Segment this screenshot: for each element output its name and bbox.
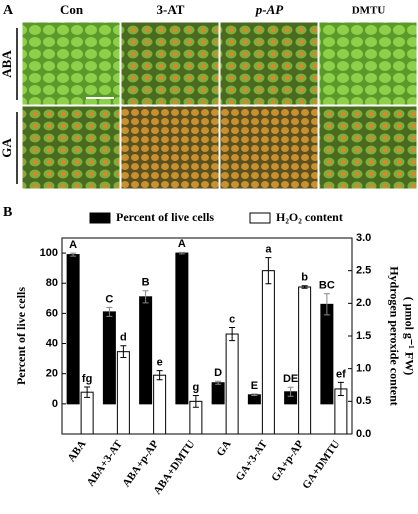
error-bar: [106, 306, 113, 317]
error-bar: [287, 386, 294, 397]
significance-letter: fg: [82, 373, 92, 385]
micrograph: [121, 22, 219, 105]
bar: [211, 382, 225, 405]
significance-letter: E: [251, 380, 258, 392]
bar: [175, 252, 189, 405]
y-tick-label: 40: [46, 337, 58, 349]
significance-letter: BC: [319, 280, 335, 292]
x-tick-label: GA+DMTU: [300, 438, 342, 491]
error-bar: [301, 285, 308, 289]
significance-letter: A: [69, 239, 77, 251]
bar: [66, 254, 80, 405]
micrograph: [22, 106, 120, 189]
bar: [261, 270, 275, 435]
y2-axis-label: Hydrogen peroxide content: [387, 266, 401, 406]
y-tick-label: 60: [46, 307, 58, 319]
legend-swatch: [249, 212, 271, 224]
micrograph: [319, 22, 417, 105]
bar: [225, 333, 239, 435]
significance-letter: d: [120, 332, 127, 344]
micrograph: [319, 106, 417, 189]
significance-letter: DE: [283, 373, 298, 385]
micrograph: [22, 22, 120, 105]
bar: [102, 311, 116, 405]
significance-letter: g: [193, 381, 200, 393]
bar: [153, 374, 167, 435]
y2-tick-label: 2.5: [356, 265, 371, 277]
error-bar: [215, 380, 222, 385]
error-bar: [70, 252, 77, 257]
bar: [80, 391, 94, 435]
bar: [320, 303, 334, 405]
y-tick-label: 80: [46, 277, 58, 289]
column-label: Con: [60, 2, 84, 17]
error-bar: [323, 293, 330, 316]
error-bar: [84, 386, 91, 398]
micrograph: [121, 106, 219, 189]
y-axis-label: Percent of live cells: [14, 287, 28, 385]
column-label: p-AP: [255, 2, 285, 17]
y2-tick-label: 0.5: [356, 395, 371, 407]
error-bar: [229, 327, 236, 342]
significance-letter: D: [214, 367, 222, 379]
column-label: DMTU: [352, 5, 386, 17]
significance-letter: a: [265, 244, 272, 256]
bar: [247, 394, 261, 405]
y2-tick-label: 1.0: [356, 363, 371, 375]
y2-tick-label: 0.0: [356, 428, 371, 440]
y-tick-label: 20: [46, 368, 58, 380]
x-tick-label: GA+3-AT: [233, 438, 270, 483]
bar: [139, 296, 153, 405]
significance-letter: ef: [336, 368, 346, 380]
column-label: 3-AT: [157, 2, 185, 17]
significance-letter: B: [142, 277, 150, 289]
y-tick-label: 0: [52, 398, 58, 410]
micrographs: [22, 22, 417, 189]
micrograph: [220, 106, 318, 189]
bar: [298, 286, 312, 435]
x-tick-label: ABA+p-AP: [120, 438, 161, 489]
error-bar: [192, 394, 199, 408]
error-bar: [251, 393, 258, 397]
significance-letter: C: [105, 293, 113, 305]
x-tick-label: ABA+3-AT: [85, 438, 126, 489]
y2-axis-label: ( μmol g⁻¹ FW): [402, 297, 416, 375]
significance-letter: A: [178, 238, 186, 250]
significance-letter: b: [301, 272, 308, 284]
error-bar: [178, 251, 185, 255]
y-tick-label: 100: [40, 247, 58, 259]
y2-tick-label: 1.5: [356, 330, 371, 342]
panel-label: A: [3, 3, 14, 18]
y2-tick-label: 3.0: [356, 232, 371, 244]
bar: [116, 351, 130, 435]
micrograph: [220, 22, 318, 105]
error-bar: [120, 345, 127, 359]
error-bar: [156, 370, 163, 381]
error-bar: [337, 381, 344, 396]
legend-label: H₂O₂ content: [276, 210, 343, 224]
row-label: ABA: [0, 50, 14, 78]
x-tick-label: GA: [214, 438, 233, 458]
significance-letter: c: [229, 313, 235, 325]
row-label: GA: [0, 138, 14, 158]
error-bar: [142, 290, 149, 304]
y2-tick-label: 2.0: [356, 297, 371, 309]
error-bar: [265, 257, 272, 285]
legend-label: Percent of live cells: [116, 210, 214, 224]
x-tick-label: ABA: [65, 438, 88, 464]
legend-swatch: [89, 212, 111, 224]
significance-letter: e: [157, 357, 163, 369]
x-tick-label: GA+p-AP: [269, 438, 306, 484]
panel-label: B: [3, 205, 12, 220]
